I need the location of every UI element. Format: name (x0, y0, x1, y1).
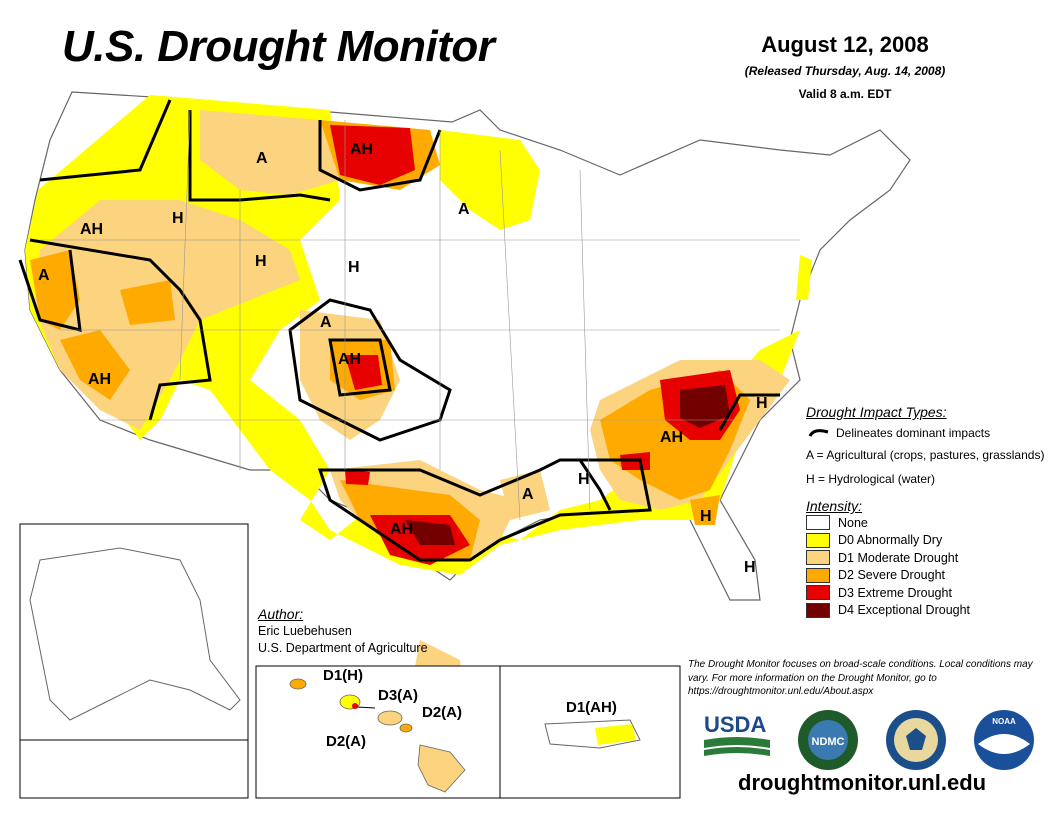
impact-boundaries (18, 99, 780, 562)
label-texas: AH (390, 521, 413, 538)
label-montana: A (256, 150, 268, 167)
svg-text:NDMC: NDMC (812, 736, 845, 748)
impact-line-icon (808, 429, 829, 437)
intensity-label: D0 Abnormally Dry (838, 533, 943, 548)
noaa-logo: NOAA (974, 710, 1034, 770)
label-oregon: AH (80, 221, 103, 238)
label-nebraska: H (348, 259, 360, 276)
label-florida: H (744, 559, 756, 576)
website-link[interactable]: droughtmonitor.unl.edu (738, 770, 987, 795)
label-georgia: AH (660, 429, 683, 446)
intensity-swatch (806, 515, 830, 531)
author-org: U.S. Department of Agriculture (258, 641, 428, 655)
label-wyoming: H (255, 253, 267, 270)
label-north-carolina: H (756, 395, 768, 412)
intensity-label: D3 Extreme Drought (838, 585, 952, 600)
legend-delineates-row: Delineates dominant impacts (806, 426, 1046, 440)
label-california-south: AH (88, 371, 111, 388)
d4-areas (405, 385, 730, 545)
author-block: Author: Eric Luebehusen U.S. Department … (258, 606, 428, 657)
impact-types-heading: Drought Impact Types: (806, 404, 947, 420)
state-borders (40, 109, 800, 521)
delineates-text: Delineates dominant impacts (836, 426, 991, 440)
label-georgia-south: H (700, 508, 712, 525)
intensity-swatch (806, 567, 830, 583)
label-north-dakota: AH (350, 141, 373, 158)
label-colorado-south: AH (338, 351, 361, 368)
intensity-row: D2 Severe Drought (806, 567, 1046, 585)
author-heading: Author: (258, 606, 304, 622)
legend: Drought Impact Types: Delineates dominan… (806, 404, 1046, 619)
disclaimer: The Drought Monitor focuses on broad-sca… (688, 659, 1033, 697)
intensity-label: D1 Moderate Drought (838, 550, 959, 565)
author-name: Eric Luebehusen (258, 624, 352, 638)
intensity-row: D0 Abnormally Dry (806, 532, 1046, 550)
hawaii-label-d1: D1(H) (323, 667, 363, 684)
label-minnesota: A (458, 201, 470, 218)
svg-text:USDA: USDA (704, 712, 766, 737)
label-colorado-west: A (320, 314, 332, 331)
agricultural-text: A = Agricultural (crops, pastures, grass… (806, 448, 1045, 462)
intensity-row: None (806, 514, 1046, 532)
intensity-swatch (806, 550, 830, 566)
label-california-north: A (38, 267, 50, 284)
intensity-swatch (806, 602, 830, 618)
page-title: U.S. Drought Monitor (62, 22, 495, 71)
usda-logo: USDA (704, 712, 770, 756)
commerce-seal (886, 710, 946, 770)
map-date: August 12, 2008 (761, 32, 929, 57)
ndmc-logo: NDMC (798, 710, 858, 770)
intensity-row: D3 Extreme Drought (806, 584, 1046, 602)
intensity-row: D1 Moderate Drought (806, 549, 1046, 567)
hawaii-label-d3: D3(A) (378, 687, 418, 704)
release-note: (Released Thursday, Aug. 14, 2008) (744, 64, 946, 78)
intensity-swatch (806, 532, 830, 548)
alaska-outline (29, 547, 241, 721)
label-idaho: H (172, 210, 184, 227)
intensity-heading: Intensity: (806, 498, 863, 514)
hydrological-text: H = Hydrological (water) (806, 472, 936, 486)
hawaii-islands (289, 678, 466, 793)
svg-text:NOAA: NOAA (992, 717, 1016, 726)
intensity-label: None (838, 515, 868, 530)
intensity-label: D2 Severe Drought (838, 568, 946, 583)
label-mississippi: H (578, 471, 590, 488)
hawaii-label-d2-west: D2(A) (326, 733, 366, 750)
label-louisiana: A (522, 486, 534, 503)
map-labels: A AH A AH H A AH H H A AH AH A H AH H H … (38, 141, 768, 576)
intensity-label: D4 Exceptional Drought (838, 603, 971, 618)
hawaii-label-d2-east: D2(A) (422, 704, 462, 721)
hawaii-labels: D1(H) D3(A) D2(A) D2(A) (323, 667, 462, 750)
intensity-list: None D0 Abnormally Dry D1 Moderate Drought… (806, 514, 1046, 619)
intensity-row: D4 Exceptional Drought (806, 602, 1046, 620)
intensity-swatch (806, 585, 830, 601)
puerto-rico-label: D1(AH) (566, 699, 617, 716)
valid-time: Valid 8 a.m. EDT (798, 87, 892, 101)
